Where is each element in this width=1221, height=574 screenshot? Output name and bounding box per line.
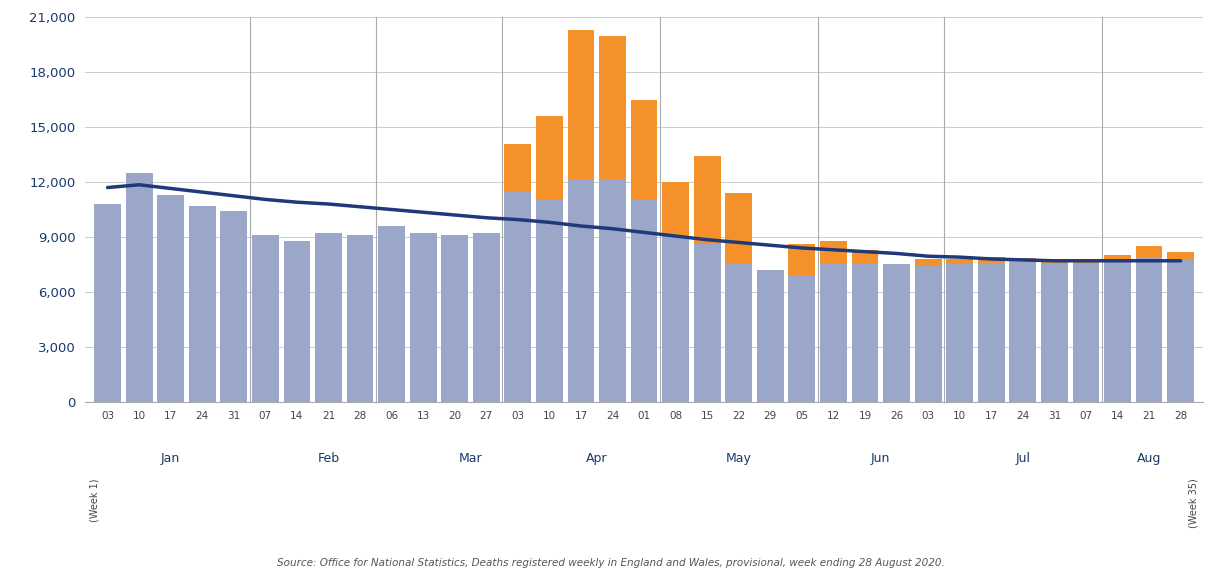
Bar xyxy=(978,257,1005,263)
Bar xyxy=(600,36,626,180)
Bar xyxy=(126,173,153,402)
Bar xyxy=(631,200,657,402)
Text: Mar: Mar xyxy=(459,452,482,465)
Bar xyxy=(946,265,973,402)
Bar xyxy=(158,195,184,402)
Bar xyxy=(1010,261,1037,402)
Bar xyxy=(915,259,941,266)
Text: Aug: Aug xyxy=(1137,452,1161,465)
Bar xyxy=(631,100,657,200)
Text: Jun: Jun xyxy=(871,452,890,465)
Bar xyxy=(694,156,720,245)
Bar xyxy=(789,276,816,402)
Bar xyxy=(757,270,784,402)
Bar xyxy=(662,182,689,235)
Bar xyxy=(694,245,720,402)
Bar xyxy=(504,144,531,191)
Bar xyxy=(283,241,310,402)
Bar xyxy=(568,180,595,402)
Bar xyxy=(1167,251,1194,259)
Text: Apr: Apr xyxy=(586,452,608,465)
Text: (Week 35): (Week 35) xyxy=(1188,479,1198,529)
Bar xyxy=(978,263,1005,402)
Bar xyxy=(252,235,278,402)
Bar xyxy=(441,235,468,402)
Bar xyxy=(946,259,973,265)
Bar xyxy=(536,200,563,402)
Bar xyxy=(883,265,910,402)
Bar xyxy=(851,250,878,265)
Bar xyxy=(189,206,216,402)
Bar xyxy=(1042,263,1068,402)
Bar xyxy=(662,235,689,402)
Bar xyxy=(568,30,595,180)
Bar xyxy=(1072,265,1099,402)
Text: Jan: Jan xyxy=(161,452,181,465)
Bar xyxy=(94,204,121,402)
Bar xyxy=(504,191,531,402)
Bar xyxy=(1010,258,1037,261)
Bar xyxy=(410,233,437,402)
Bar xyxy=(473,233,499,402)
Bar xyxy=(220,211,247,402)
Bar xyxy=(725,263,752,402)
Bar xyxy=(1136,246,1162,257)
Text: May: May xyxy=(725,452,752,465)
Bar xyxy=(315,233,342,402)
Bar xyxy=(347,235,374,402)
Bar xyxy=(1104,255,1131,261)
Bar xyxy=(851,265,878,402)
Bar xyxy=(536,116,563,200)
Text: Feb: Feb xyxy=(317,452,339,465)
Bar xyxy=(600,180,626,402)
Bar xyxy=(789,245,816,276)
Bar xyxy=(1167,259,1194,402)
Text: (Week 1): (Week 1) xyxy=(90,479,100,522)
Bar xyxy=(915,266,941,402)
Bar xyxy=(821,263,847,402)
Text: Source: Office for National Statistics, Deaths registered weekly in England and : Source: Office for National Statistics, … xyxy=(277,559,944,568)
Bar xyxy=(379,226,405,402)
Bar xyxy=(1042,259,1068,263)
Bar xyxy=(821,241,847,263)
Bar xyxy=(1136,257,1162,402)
Bar xyxy=(1072,262,1099,265)
Bar xyxy=(1104,261,1131,402)
Text: Jul: Jul xyxy=(1016,452,1031,465)
Bar xyxy=(725,193,752,263)
